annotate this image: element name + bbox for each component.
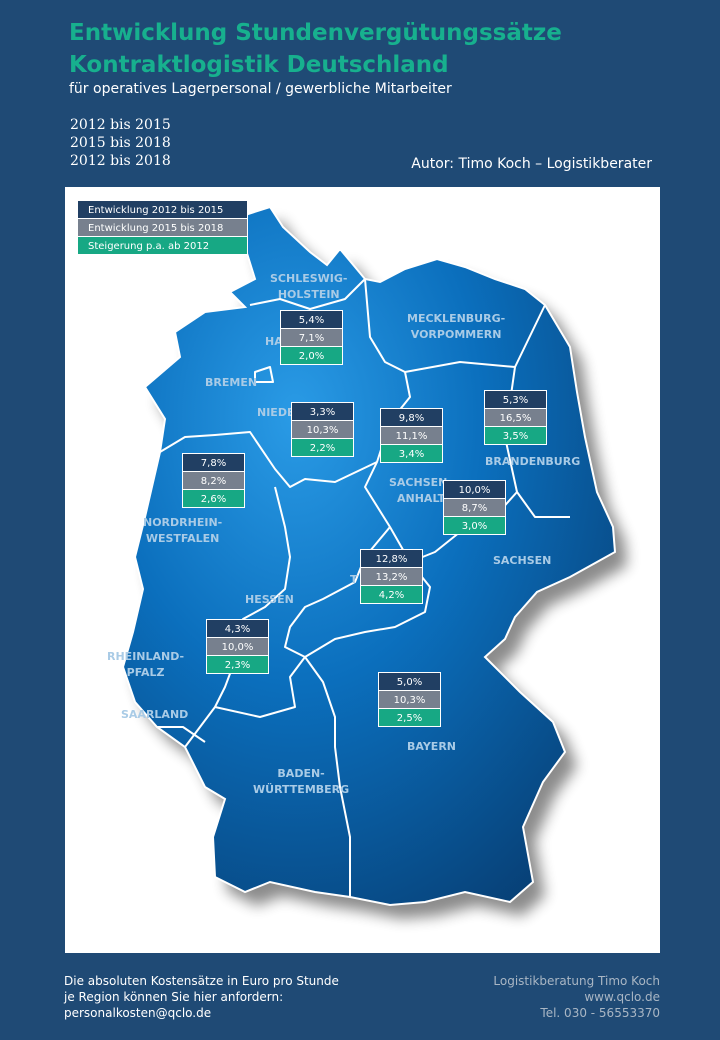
data-box-bayern: 5,0% 10,3% 2,5% <box>378 672 441 727</box>
value-2015-2018: 10,3% <box>378 690 441 709</box>
value-2012-2015: 10,0% <box>443 480 506 499</box>
value-2012-2015: 12,8% <box>360 549 423 568</box>
value-2012-2015: 4,3% <box>206 619 269 638</box>
data-box-thueringen: 12,8% 13,2% 4,2% <box>360 549 423 604</box>
value-2012-2015: 9,8% <box>380 408 443 427</box>
state-label-mecklenburg-vorpommern: MECKLENBURG- VORPOMMERN <box>407 312 506 341</box>
value-per-year: 2,0% <box>280 346 343 365</box>
data-box-sachsen: 10,0% 8,7% 3,0% <box>443 480 506 535</box>
value-per-year: 3,0% <box>443 516 506 535</box>
data-box-niedersachsen: 3,3% 10,3% 2,2% <box>291 402 354 457</box>
footer-note: Die absoluten Kostensätze in Euro pro St… <box>64 973 339 1021</box>
period-2: 2015 bis 2018 <box>70 135 171 151</box>
value-per-year: 3,5% <box>484 426 547 445</box>
title-line-2: Kontraktlogistik Deutschland <box>69 52 449 78</box>
value-2012-2015: 7,8% <box>182 453 245 472</box>
value-2015-2018: 10,3% <box>291 420 354 439</box>
state-label-rheinland-pfalz: RHEINLAND- PFALZ <box>107 650 185 679</box>
footer-phone: Tel. 030 - 56553370 <box>540 1006 660 1020</box>
data-box-brandenburg: 5,3% 16,5% 3,5% <box>484 390 547 445</box>
state-label-schleswig-holstein: SCHLESWIG- HOLSTEIN <box>270 272 348 301</box>
value-per-year: 2,3% <box>206 655 269 674</box>
period-1: 2012 bis 2015 <box>70 117 171 133</box>
period-3: 2012 bis 2018 <box>70 153 171 169</box>
map-panel: SCHLESWIG- HOLSTEIN HA MECKLENBURG- VORPOM… <box>65 187 660 953</box>
value-2012-2015: 5,0% <box>378 672 441 691</box>
footer-contact: Logistikberatung Timo Koch www.qclo.de T… <box>493 973 660 1021</box>
value-2012-2015: 5,3% <box>484 390 547 409</box>
legend-item-2012-2015: Entwicklung 2012 bis 2015 <box>77 200 248 219</box>
value-per-year: 2,5% <box>378 708 441 727</box>
value-2015-2018: 10,0% <box>206 637 269 656</box>
value-2012-2015: 5,4% <box>280 310 343 329</box>
value-2015-2018: 13,2% <box>360 567 423 586</box>
value-2015-2018: 7,1% <box>280 328 343 347</box>
state-label-nordrhein-westfalen: NORDRHEIN- WESTFALEN <box>143 516 223 545</box>
value-per-year: 2,2% <box>291 438 354 457</box>
value-per-year: 2,6% <box>182 489 245 508</box>
legend-item-2015-2018: Entwicklung 2015 bis 2018 <box>77 218 248 237</box>
state-label-brandenburg: BRANDENBURG <box>485 455 581 468</box>
data-box-rheinland-pfalz: 4,3% 10,0% 2,3% <box>206 619 269 674</box>
state-label-bremen: BREMEN <box>205 376 258 389</box>
state-label-hessen: HESSEN <box>245 593 294 606</box>
state-label-hamburg: HA <box>265 335 283 348</box>
footer-note-line-2: je Region können Sie hier anfordern: <box>64 990 284 1004</box>
state-label-niedersachsen: NIEDE <box>257 406 295 419</box>
value-2015-2018: 16,5% <box>484 408 547 427</box>
data-box-nordrhein-westfalen: 7,8% 8,2% 2,6% <box>182 453 245 508</box>
subtitle: für operatives Lagerpersonal / gewerblic… <box>69 81 452 97</box>
title-line-1: Entwicklung Stundenvergütungssätze <box>69 20 562 46</box>
footer-company: Logistikberatung Timo Koch <box>493 974 660 988</box>
legend: Entwicklung 2012 bis 2015 Entwicklung 20… <box>77 200 248 255</box>
footer-email[interactable]: personalkosten@qclo.de <box>64 1006 212 1020</box>
state-label-sachsen-anhalt: SACHSEN ANHALT <box>389 476 448 505</box>
value-2015-2018: 11,1% <box>380 426 443 445</box>
value-2015-2018: 8,2% <box>182 471 245 490</box>
author: Autor: Timo Koch – Logistikberater <box>411 156 652 172</box>
data-box-schleswig-holstein: 5,4% 7,1% 2,0% <box>280 310 343 365</box>
state-label-saarland: SAARLAND <box>121 708 189 721</box>
value-per-year: 3,4% <box>380 444 443 463</box>
value-per-year: 4,2% <box>360 585 423 604</box>
legend-item-steigerung-pa: Steigerung p.a. ab 2012 <box>77 236 248 255</box>
value-2012-2015: 3,3% <box>291 402 354 421</box>
data-box-sachsen-anhalt: 9,8% 11,1% 3,4% <box>380 408 443 463</box>
footer-note-line-1: Die absoluten Kostensätze in Euro pro St… <box>64 974 339 988</box>
footer-website[interactable]: www.qclo.de <box>584 990 660 1004</box>
state-label-thueringen: T <box>350 573 358 586</box>
state-label-sachsen: SACHSEN <box>493 554 552 567</box>
value-2015-2018: 8,7% <box>443 498 506 517</box>
state-label-bayern: BAYERN <box>407 740 457 753</box>
state-label-baden-wuerttemberg: BADEN- WÜRTTEMBERG <box>253 767 350 796</box>
